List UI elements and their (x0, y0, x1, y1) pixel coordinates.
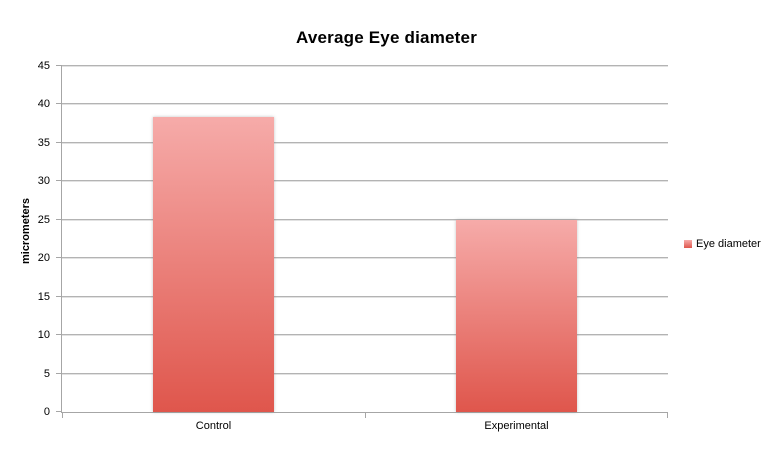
gridline (62, 103, 668, 105)
y-tick-mark (56, 65, 62, 66)
x-axis-label: Experimental (484, 420, 549, 432)
gridline (62, 334, 668, 336)
y-tick-label: 35 (37, 136, 50, 149)
x-axis-label: Control (195, 420, 232, 432)
y-tick-mark (56, 180, 62, 182)
y-axis-tick-labels: 0 5 10 15 20 25 30 35 40 45 (0, 60, 61, 418)
legend-swatch-icon (684, 240, 692, 248)
chart-title: Average Eye diameter (295, 28, 478, 47)
y-tick-label: 30 (37, 175, 50, 188)
y-tick-mark (56, 372, 62, 374)
y-tick-mark (56, 257, 62, 259)
gridline (62, 180, 668, 182)
y-tick-label: 45 (37, 60, 50, 72)
y-tick-label: 40 (37, 98, 50, 111)
y-tick-mark (56, 411, 62, 412)
y-tick-label: 25 (37, 213, 50, 226)
y-tick-mark (56, 103, 62, 105)
y-tick-label: 5 (43, 367, 50, 380)
x-tick-mark (62, 412, 63, 418)
y-tick-label: 0 (43, 406, 50, 418)
gridline (62, 218, 668, 220)
y-tick-mark (56, 295, 62, 297)
y-tick-mark (56, 218, 62, 220)
gridline (62, 295, 668, 297)
bar-control (153, 116, 274, 412)
legend: Eye diameter (684, 238, 761, 250)
y-tick-label: 15 (37, 290, 50, 303)
gridline (62, 141, 668, 143)
gridline (62, 257, 668, 259)
y-tick-mark (56, 334, 62, 336)
y-tick-label: 20 (37, 252, 50, 265)
y-tick-label: 10 (37, 329, 50, 342)
x-tick-mark (667, 412, 668, 418)
gridline (62, 372, 668, 374)
bar-experimental (456, 219, 577, 412)
y-tick-mark (56, 141, 62, 143)
gridline (62, 65, 668, 66)
x-tick-mark (365, 412, 366, 418)
legend-label: Eye diameter (696, 238, 761, 250)
plot-area: Control Experimental (56, 65, 668, 432)
